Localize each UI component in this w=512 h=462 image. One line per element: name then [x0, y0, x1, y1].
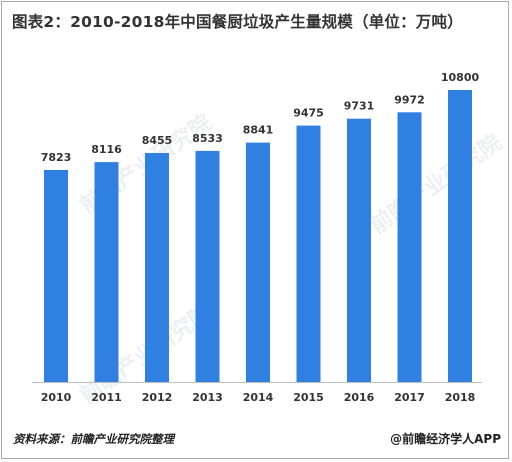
bar-2011	[94, 162, 119, 382]
value-label-2012: 8455	[142, 134, 173, 147]
bar-2015	[296, 125, 321, 382]
bar-2016	[347, 118, 371, 382]
x-tick-label-2014: 2014	[243, 391, 274, 404]
chart-title: 图表2：2010-2018年中国餐厨垃圾产生量规模（单位：万吨）	[12, 13, 463, 31]
x-tick-label-2010: 2010	[41, 391, 72, 404]
value-label-2010: 7823	[41, 151, 72, 164]
x-tick-label-2018: 2018	[445, 391, 476, 404]
bar-2014	[246, 142, 270, 382]
x-tick-label-2013: 2013	[192, 391, 223, 404]
bar-2010	[44, 170, 68, 382]
bar-2012	[145, 153, 169, 382]
bar-2013	[195, 150, 220, 382]
x-tick-label-2017: 2017	[394, 391, 425, 404]
value-label-2011: 8116	[91, 143, 122, 156]
value-label-2016: 9731	[344, 100, 375, 113]
bar-2017	[397, 112, 422, 383]
value-label-2017: 9972	[394, 93, 425, 106]
watermark-group: 前瞻产业研究院前瞻产业研究院前瞻产业研究院	[75, 109, 506, 409]
value-label-2018: 10800	[441, 71, 480, 84]
value-label-2014: 8841	[243, 124, 274, 137]
brand-credit: @前瞻经济学人APP	[390, 432, 501, 446]
x-tick-label-2015: 2015	[293, 391, 324, 404]
x-tick-label-2012: 2012	[142, 391, 173, 404]
value-label-2015: 9475	[293, 107, 324, 120]
source-note: 资料来源：前瞻产业研究院整理	[13, 432, 174, 446]
bar-2018	[448, 90, 472, 382]
value-label-2013: 8533	[192, 132, 223, 145]
watermark-logo: 前瞻产业研究院	[365, 129, 506, 239]
x-tick-label-2011: 2011	[91, 391, 122, 404]
x-tick-label-2016: 2016	[344, 391, 375, 404]
